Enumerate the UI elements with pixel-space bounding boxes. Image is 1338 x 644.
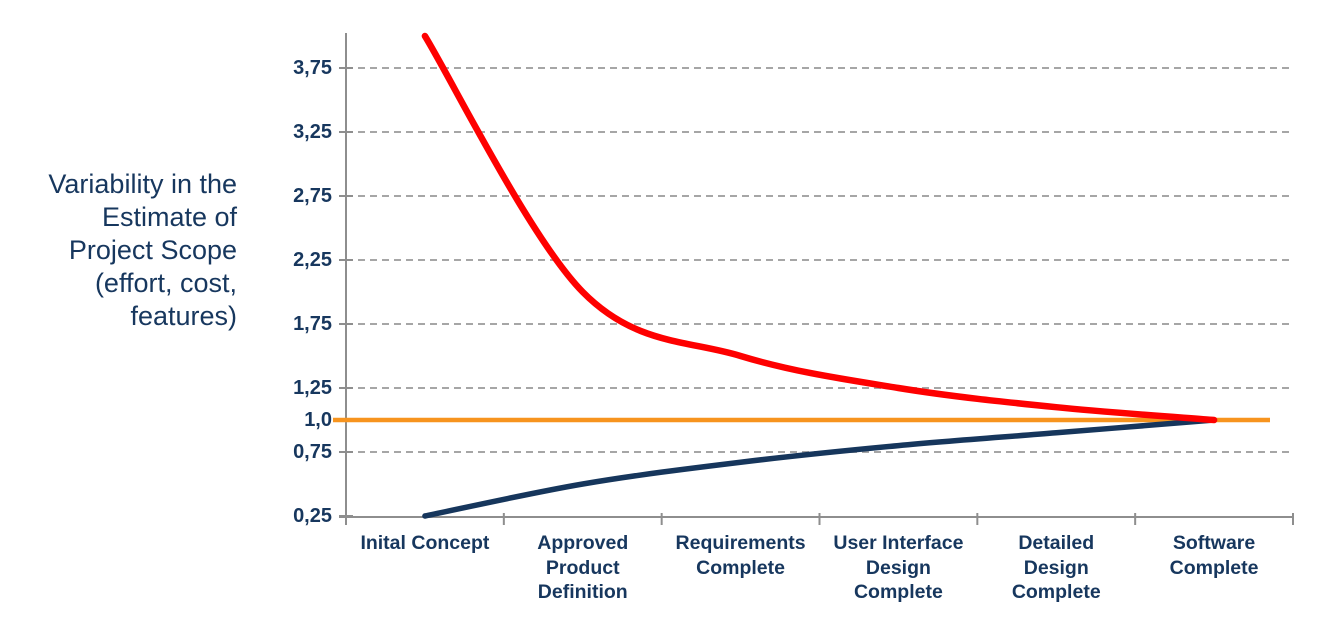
x-category-label: Approved Product Definition	[537, 532, 629, 603]
y-tick-label: 2,25	[293, 249, 332, 271]
x-category-label: Software Complete	[1169, 532, 1259, 579]
y-tick-label: 1,75	[293, 313, 332, 335]
y-tick-label: 3,75	[293, 57, 332, 79]
upper-estimate-line	[421, 32, 1218, 424]
lower-estimate-line	[422, 417, 1217, 519]
x-category-label: Detailed Design Complete	[1011, 532, 1101, 603]
y-axis-title: Variability in the Estimate of Project S…	[48, 169, 237, 331]
y-tick-label: 2,75	[293, 185, 332, 207]
x-category-label: Requirements Complete	[675, 532, 806, 579]
y-tick-label: 1,25	[293, 377, 332, 399]
y-tick-label: 3,25	[293, 121, 332, 143]
x-category-label: User Interface Design Complete	[833, 532, 964, 603]
x-category-label: Inital Concept	[360, 532, 490, 554]
y-tick-label: 0,25	[293, 505, 332, 527]
y-tick-label: 0,75	[293, 441, 332, 463]
y-tick-label: 1,0	[304, 409, 332, 431]
